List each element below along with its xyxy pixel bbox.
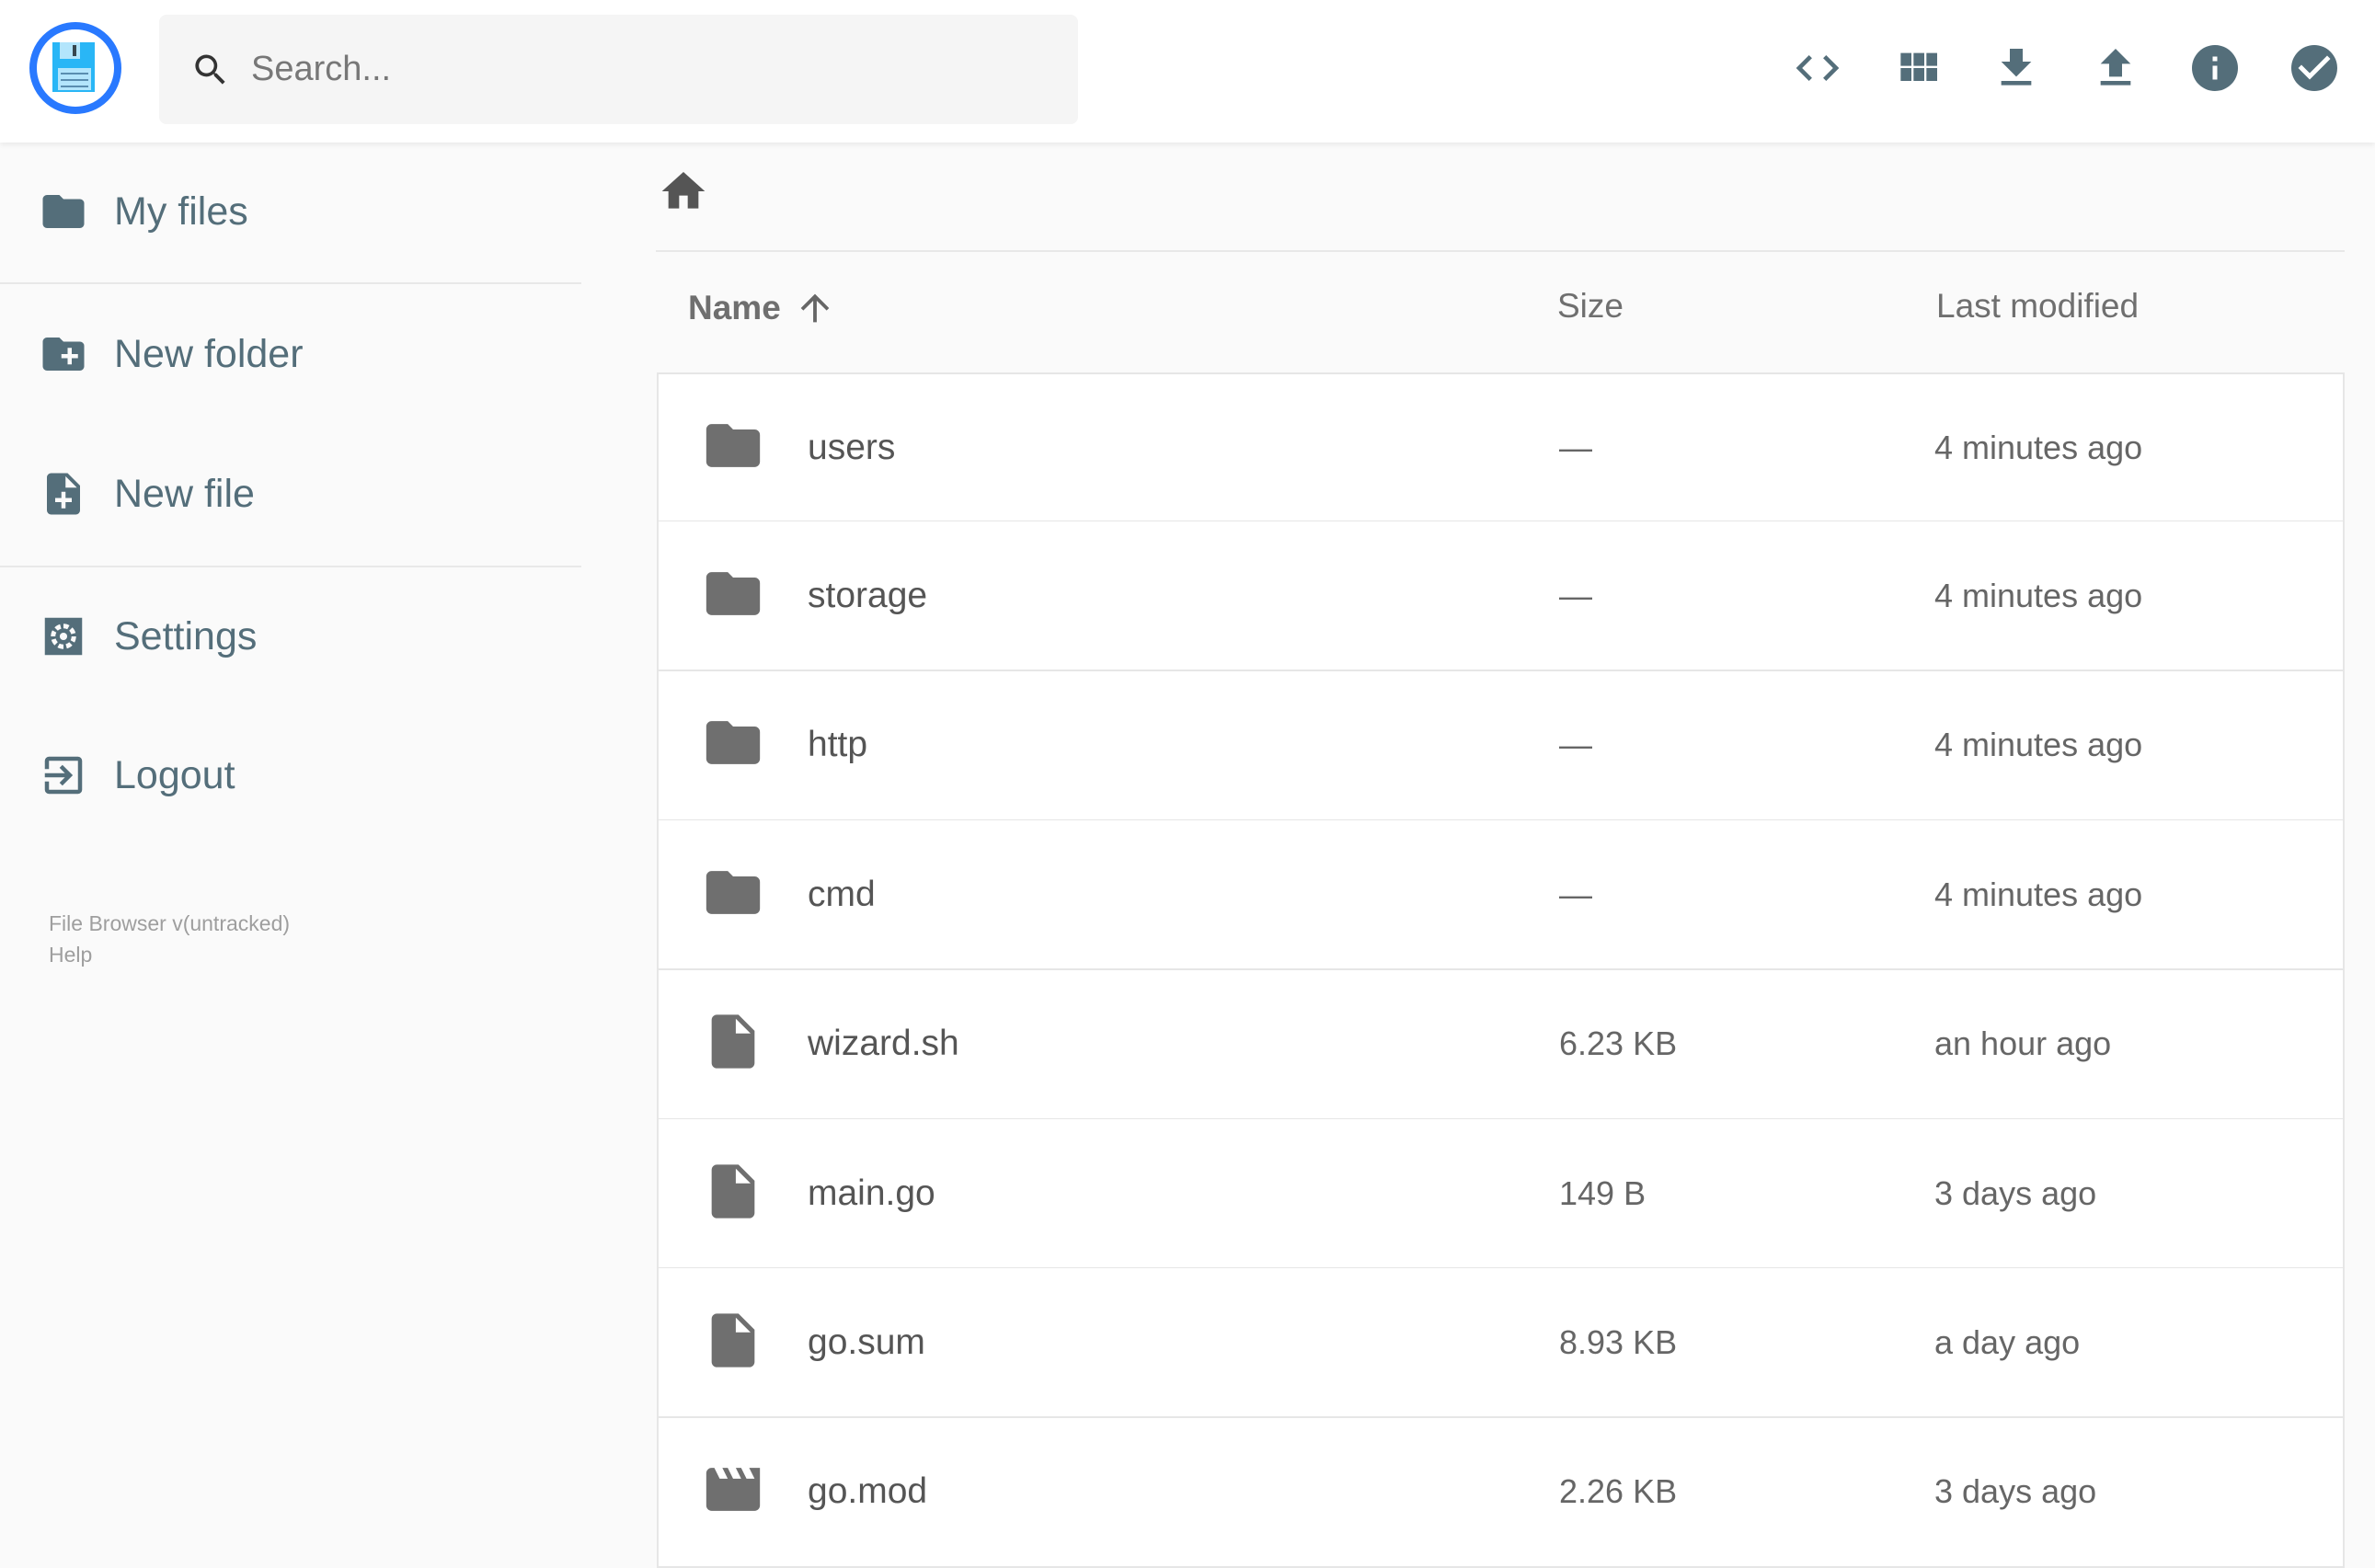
info-icon [2192,45,2238,91]
version-text: File Browser v(untracked) [49,911,291,935]
divider [656,250,2345,252]
folder-icon [42,195,85,228]
file-name: storage [808,575,928,615]
file-modified: 4 minutes ago [1934,428,2143,466]
file-name: http [808,725,868,765]
grid-view-icon [1900,52,1937,81]
file-modified: 4 minutes ago [1934,576,2143,614]
file-size: — [1559,726,1592,764]
file-icon [701,1308,765,1377]
file-size: 149 B [1559,1173,1646,1212]
info-button[interactable] [2187,40,2243,96]
file-size: 6.23 KB [1559,1024,1678,1063]
home-icon [661,172,706,209]
download-button[interactable] [1989,40,2044,96]
upload-icon [2100,49,2131,86]
sidebar-item-label: New file [114,471,255,516]
sidebar-item-logout[interactable]: Logout [0,734,581,817]
create-new-folder-icon [42,338,85,371]
file-row[interactable]: storage — 4 minutes ago [657,521,2345,672]
grid-view-button[interactable] [1890,40,1945,96]
sidebar-item-my-files[interactable]: My files [0,170,581,253]
help-link[interactable]: Help [49,943,93,967]
file-row[interactable]: wizard.sh 6.23 KB an hour ago [657,969,2345,1120]
file-icon [701,1010,765,1079]
file-row[interactable]: main.go 149 B 3 days ago [657,1119,2345,1269]
download-icon [2001,49,2032,86]
sidebar-item-label: New folder [114,331,304,376]
file-row[interactable]: http — 4 minutes ago [657,670,2345,821]
file-row[interactable]: go.mod 2.26 KB 3 days ago [657,1417,2345,1568]
sidebar-item-label: My files [114,189,248,234]
header-bar [0,0,2375,143]
column-header-size[interactable]: Size [1557,287,1623,325]
file-modified: 4 minutes ago [1934,875,2143,913]
file-row[interactable]: go.sum 8.93 KB a day ago [657,1268,2345,1419]
file-row[interactable]: cmd — 4 minutes ago [657,820,2345,971]
floppy-disk-icon [52,42,95,92]
code-view-icon [1796,55,1840,81]
folder-icon [701,561,765,630]
logout-icon [44,756,83,795]
file-modified: 3 days ago [1934,1472,2097,1511]
breadcrumb-home[interactable] [658,166,709,222]
file-modified: 4 minutes ago [1934,726,2143,764]
folder-icon [701,711,765,780]
folder-icon [701,413,765,482]
file-size: — [1559,875,1592,913]
sidebar-item-settings[interactable]: Settings [0,595,581,678]
folder-icon [701,860,765,929]
note-add-icon [47,473,80,515]
sidebar-item-new-file[interactable]: New file [0,452,581,535]
file-name: users [808,427,896,467]
sidebar-item-label: Logout [114,752,235,797]
file-icon [701,1159,765,1228]
search-icon [195,54,225,85]
divider [0,566,581,567]
upload-button[interactable] [2088,40,2143,96]
select-button[interactable] [2287,40,2342,96]
file-modified: an hour ago [1934,1024,2112,1063]
file-modified: 3 days ago [1934,1173,2097,1212]
sidebar-item-new-folder[interactable]: New folder [0,313,581,395]
sidebar: My files New folder New file Settings Lo… [0,143,581,1527]
settings-icon [44,617,83,656]
file-size: 2.26 KB [1559,1472,1678,1511]
check-circle-icon [2291,45,2337,91]
file-row[interactable]: users — 4 minutes ago [657,372,2345,522]
file-name: go.sum [808,1322,925,1362]
file-name: cmd [808,874,876,914]
divider [0,282,581,284]
code-view-button[interactable] [1790,40,1845,96]
logo[interactable] [29,22,121,114]
column-header-label: Name [688,289,781,326]
movie-icon [701,1458,765,1527]
sidebar-item-label: Settings [114,613,258,658]
search-bar[interactable] [159,15,1078,124]
column-header-modified[interactable]: Last modified [1936,287,2140,325]
file-size: 8.93 KB [1559,1322,1678,1361]
file-size: — [1559,428,1592,466]
file-name: main.go [808,1173,935,1213]
file-size: — [1559,576,1592,614]
file-modified: a day ago [1934,1322,2081,1361]
file-name: wizard.sh [808,1024,959,1064]
column-header-name[interactable]: Name [688,287,836,329]
arrow-up-icon [800,293,830,323]
search-input[interactable] [251,50,987,89]
file-name: go.mod [808,1471,928,1512]
